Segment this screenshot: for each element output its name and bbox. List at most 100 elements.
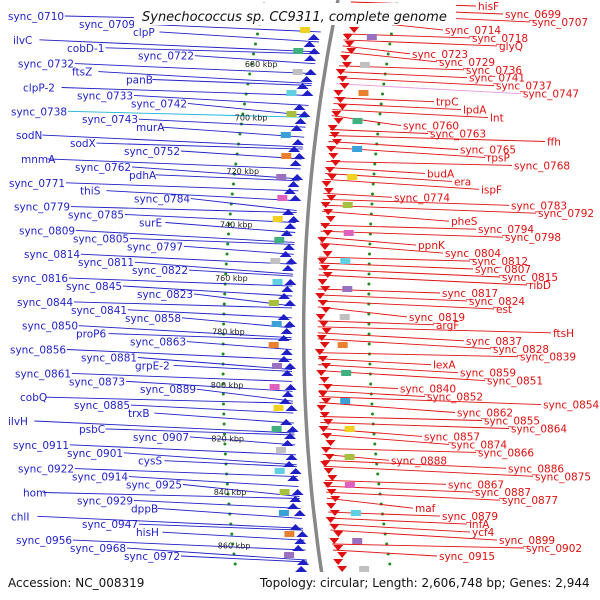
gene-label-left-45[interactable]: sync_0861 bbox=[15, 368, 71, 380]
gene-label-right-46[interactable]: sync_0859 bbox=[460, 368, 516, 380]
gene-label-right-12[interactable]: trpC bbox=[436, 97, 458, 109]
gene-label-left-60[interactable]: hom bbox=[23, 488, 46, 500]
gene-label-left-28[interactable]: sync_0805 bbox=[73, 233, 129, 245]
gene-label-left-44[interactable]: grpE-2 bbox=[135, 360, 170, 372]
gene-label-right-17[interactable]: ffh bbox=[547, 137, 561, 149]
gene-label-left-50[interactable]: trxB bbox=[128, 408, 150, 420]
gene-label-left-52[interactable]: psbC bbox=[79, 424, 105, 436]
gene-label-left-8[interactable]: panB bbox=[126, 75, 153, 87]
gene-label-right-31[interactable]: sync_0804 bbox=[445, 248, 501, 260]
gene-label-left-49[interactable]: sync_0885 bbox=[74, 400, 130, 412]
gene-label-left-66[interactable]: sync_0956 bbox=[16, 535, 72, 547]
gene-label-left-14[interactable]: murA bbox=[136, 122, 165, 134]
gene-label-left-38[interactable]: sync_0858 bbox=[125, 313, 181, 325]
gene-label-left-51[interactable]: ilvH bbox=[8, 416, 28, 428]
gene-label-left-18[interactable]: mnmA bbox=[21, 154, 56, 166]
gene-label-right-63[interactable]: maf bbox=[415, 503, 436, 515]
gene-label-right-22[interactable]: era bbox=[454, 176, 471, 188]
gene-label-left-12[interactable]: sync_0738 bbox=[11, 106, 67, 118]
gene-label-left-30[interactable]: sync_0814 bbox=[24, 249, 80, 261]
gene-label-right-38[interactable]: est bbox=[496, 304, 512, 316]
gene-label-left-24[interactable]: sync_0779 bbox=[14, 202, 70, 214]
gene-label-right-15[interactable]: sync_0760 bbox=[403, 121, 459, 133]
gene-label-right-51[interactable]: sync_0862 bbox=[457, 408, 513, 420]
gene-label-left-40[interactable]: proP6 bbox=[76, 329, 107, 341]
gene-label-left-61[interactable]: sync_0929 bbox=[77, 495, 133, 507]
gene-label-right-9[interactable]: sync_0741 bbox=[469, 73, 525, 85]
gene-label-right-59[interactable]: sync_0875 bbox=[535, 471, 591, 483]
gene-label-left-32[interactable]: sync_0822 bbox=[132, 265, 188, 277]
gene-label-left-59[interactable]: sync_0925 bbox=[126, 480, 182, 492]
gene-label-right-29[interactable]: sync_0798 bbox=[505, 232, 561, 244]
gene-label-left-39[interactable]: sync_0850 bbox=[22, 321, 78, 333]
gene-label-right-66[interactable]: ycf4 bbox=[472, 527, 495, 539]
gene-label-right-69[interactable]: sync_0915 bbox=[439, 551, 495, 563]
gene-label-right-47[interactable]: sync_0851 bbox=[487, 376, 543, 388]
gene-label-left-16[interactable]: sodX bbox=[70, 138, 96, 150]
gene-label-left-56[interactable]: cysS bbox=[138, 456, 162, 468]
gene-label-left-5[interactable]: sync_0722 bbox=[138, 51, 194, 63]
gene-label-left-36[interactable]: sync_0844 bbox=[17, 297, 73, 309]
gene-label-right-30[interactable]: ppnK bbox=[418, 240, 446, 252]
gene-label-right-55[interactable]: sync_0874 bbox=[451, 439, 507, 451]
gene-label-left-13[interactable]: sync_0743 bbox=[82, 114, 138, 126]
gene-label-right-58[interactable]: sync_0886 bbox=[508, 463, 564, 475]
gene-label-left-29[interactable]: sync_0797 bbox=[127, 241, 183, 253]
gene-label-left-47[interactable]: sync_0889 bbox=[140, 384, 196, 396]
gene-label-right-54[interactable]: sync_0857 bbox=[424, 431, 480, 443]
gene-label-left-27[interactable]: sync_0809 bbox=[19, 225, 75, 237]
gene-label-left-31[interactable]: sync_0811 bbox=[78, 257, 134, 269]
gene-label-left-64[interactable]: sync_0947 bbox=[82, 519, 138, 531]
gene-label-right-57[interactable]: sync_0888 bbox=[391, 455, 447, 467]
gene-label-right-0[interactable]: hisF bbox=[478, 1, 499, 13]
gene-label-right-32[interactable]: sync_0812 bbox=[472, 256, 528, 268]
gene-label-left-19[interactable]: sync_0762 bbox=[75, 162, 131, 174]
gene-label-right-53[interactable]: sync_0864 bbox=[511, 424, 567, 436]
gene-label-right-14[interactable]: lnt bbox=[490, 113, 504, 125]
gene-label-left-20[interactable]: pdhA bbox=[129, 170, 157, 182]
gene-label-left-42[interactable]: sync_0856 bbox=[10, 345, 66, 357]
gene-label-left-55[interactable]: sync_0901 bbox=[67, 448, 123, 460]
gene-label-left-58[interactable]: sync_0914 bbox=[72, 472, 128, 484]
gene-label-right-21[interactable]: budA bbox=[427, 168, 455, 180]
gene-label-right-1[interactable]: sync_0699 bbox=[505, 9, 561, 21]
gene-label-right-68[interactable]: sync_0902 bbox=[526, 543, 582, 555]
gene-label-right-64[interactable]: sync_0879 bbox=[442, 511, 498, 523]
gene-label-right-5[interactable]: glyQ bbox=[499, 41, 523, 53]
gene-label-right-7[interactable]: sync_0729 bbox=[439, 57, 495, 69]
gene-label-left-17[interactable]: sync_0752 bbox=[124, 146, 180, 158]
gene-label-right-16[interactable]: sync_0763 bbox=[430, 129, 486, 141]
gene-label-right-11[interactable]: sync_0747 bbox=[523, 89, 579, 101]
gene-label-left-33[interactable]: sync_0816 bbox=[12, 273, 68, 285]
gene-label-right-43[interactable]: sync_0828 bbox=[493, 344, 549, 356]
gene-label-right-24[interactable]: sync_0774 bbox=[394, 192, 450, 204]
gene-label-left-41[interactable]: sync_0863 bbox=[130, 337, 186, 349]
gene-label-left-2[interactable]: clpP bbox=[133, 27, 155, 39]
gene-label-right-61[interactable]: sync_0887 bbox=[475, 487, 531, 499]
gene-label-right-3[interactable]: sync_0714 bbox=[445, 25, 501, 37]
gene-label-right-65[interactable]: infA bbox=[469, 519, 490, 531]
gene-label-left-1[interactable]: sync_0709 bbox=[79, 19, 135, 31]
gene-label-right-56[interactable]: sync_0866 bbox=[478, 447, 534, 459]
gene-label-left-4[interactable]: cobD-1 bbox=[67, 43, 104, 55]
gene-label-right-41[interactable]: ftsH bbox=[553, 328, 574, 340]
gene-label-right-27[interactable]: pheS bbox=[451, 216, 478, 228]
gene-label-left-54[interactable]: sync_0911 bbox=[13, 440, 69, 452]
gene-label-right-4[interactable]: sync_0718 bbox=[472, 33, 528, 45]
gene-label-right-6[interactable]: sync_0723 bbox=[412, 49, 468, 61]
gene-label-left-22[interactable]: thiS bbox=[80, 186, 101, 198]
gene-label-left-65[interactable]: hisH bbox=[136, 527, 159, 539]
gene-label-right-50[interactable]: sync_0854 bbox=[543, 400, 599, 412]
gene-label-right-44[interactable]: sync_0839 bbox=[520, 352, 576, 364]
gene-label-left-25[interactable]: sync_0785 bbox=[68, 210, 124, 222]
gene-label-right-34[interactable]: sync_0815 bbox=[502, 272, 558, 284]
gene-label-left-7[interactable]: ftsZ bbox=[72, 67, 92, 79]
gene-label-right-36[interactable]: sync_0817 bbox=[442, 288, 498, 300]
gene-label-left-67[interactable]: sync_0968 bbox=[70, 543, 126, 555]
gene-label-left-11[interactable]: sync_0742 bbox=[131, 98, 187, 110]
gene-label-right-10[interactable]: sync_0737 bbox=[496, 81, 552, 93]
gene-label-right-28[interactable]: sync_0794 bbox=[478, 224, 534, 236]
gene-label-left-23[interactable]: sync_0784 bbox=[134, 194, 190, 206]
gene-label-left-48[interactable]: cobQ bbox=[20, 392, 47, 404]
gene-label-right-19[interactable]: rpsP bbox=[487, 152, 510, 164]
